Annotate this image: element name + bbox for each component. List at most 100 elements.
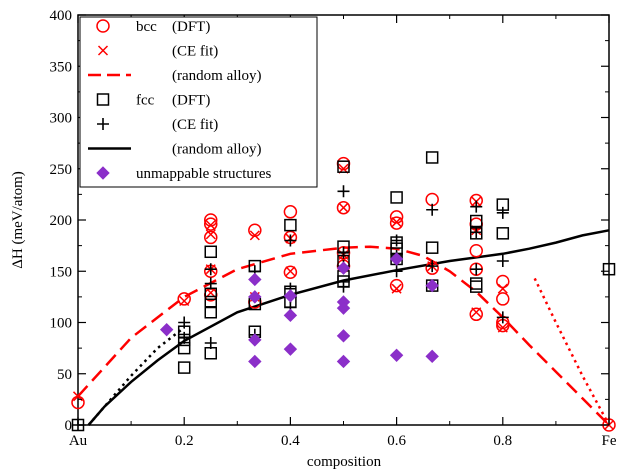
legend-marker-bcc_dft [96,19,110,33]
point-fcc_ce [204,337,217,349]
legend-label: (DFT) [172,93,210,109]
point-unmappable [389,348,404,363]
x-tick-label: 0.2 [175,433,194,449]
x-tick-label: 0.8 [493,433,512,449]
point-bcc_dft [177,292,191,306]
point-bcc_dft [496,274,510,289]
point-bcc_dft [283,205,298,219]
point-fcc_dft [204,295,217,309]
curve-fcc_random_dotted [87,326,185,426]
y-tick-label: 300 [50,111,73,127]
y-tick-label: 400 [50,8,73,24]
point-fcc_ce [204,263,217,276]
point-bcc_ce [391,283,402,294]
legend-prefix: bcc [136,19,157,35]
point-fcc_dft [425,151,439,164]
point-fcc_ce [204,277,217,290]
point-fcc_dft [337,160,350,173]
point-bcc_dft [389,216,404,230]
point-bcc_ce [205,220,216,231]
legend-label: (random alloy) [172,68,262,84]
point-fcc_ce [337,185,350,198]
point-unmappable [336,329,351,343]
point-unmappable [389,252,404,266]
point-fcc_ce [390,234,403,247]
legend-prefix: fcc [136,93,155,109]
point-bcc_dft [469,307,483,322]
legend-label: (CE fit) [172,117,218,133]
point-fcc_ce [426,203,439,216]
point-bcc_dft [469,244,483,258]
point-fcc_ce [337,246,350,259]
point-fcc_ce [178,316,191,329]
y-tick-label: 200 [50,213,73,229]
x-tick-label: 0.6 [387,433,406,449]
point-unmappable [248,333,262,347]
y-tick-label: 50 [57,367,72,383]
x-tick-label: Fe [602,433,617,449]
point-fcc_ce [470,263,483,276]
point-fcc_ce [470,226,483,239]
point-bcc_dft [204,230,218,245]
point-unmappable [336,301,351,315]
point-fcc_dft [177,361,191,374]
point-fcc_ce [470,200,483,213]
y-axis-label: ΔH (meV/atom) [10,171,26,269]
axis-ticks: 0 50 100 150 200 250 300 350 400 Au 0.2 0.4 0.6 0.8 Fe [50,8,617,449]
point-bcc_dft [389,278,404,293]
point-bcc_dft [204,217,218,231]
y-tick-label: 100 [50,316,73,332]
point-bcc_ce [249,230,260,241]
point-unmappable [336,354,351,369]
x-tick-label: 0.4 [281,433,300,449]
point-bcc_ce [391,217,402,228]
point-fcc_ce [284,234,297,247]
point-fcc_dft [390,191,403,204]
point-unmappable [425,278,439,293]
legend-label: unmappable structures [136,166,272,182]
point-unmappable [159,322,174,337]
point-fcc_dft [204,347,217,360]
legend-label: (CE fit) [172,44,218,60]
legend-box [79,16,318,188]
point-bcc_dft [496,292,510,306]
point-bcc_ce [179,295,190,307]
data-markers [71,151,616,432]
point-unmappable [283,342,298,356]
curve-bcc_random_dotted [533,277,611,426]
y-tick-label: 0 [65,418,73,434]
curve-fcc_random [87,229,610,426]
point-fcc_dft [496,227,510,240]
point-fcc_ce [337,280,350,293]
point-bcc_dft [425,192,439,207]
point-unmappable [283,289,298,303]
point-fcc_dft [470,214,483,228]
y-tick-label: 250 [50,162,73,178]
point-fcc_ce [390,265,403,278]
legend: bcc (DFT) (CE fit) (random alloy) fcc (DFT) (C… [79,16,318,188]
y-tick-label: 350 [50,59,73,75]
point-fcc_ce [496,311,509,324]
point-unmappable [248,354,262,369]
point-bcc_ce [471,307,482,318]
point-bcc_ce [497,283,508,294]
x-axis-label: composition [307,454,382,470]
point-fcc_ce [496,206,509,219]
legend-marker-unmappable [96,166,110,180]
point-unmappable [425,349,439,364]
point-bcc_ce [497,322,508,333]
x-tick-label: Au [69,433,88,449]
point-unmappable [248,290,262,304]
point-fcc_ce [496,255,509,267]
legend-marker-fcc_ce [97,118,109,130]
point-fcc_dft [602,262,616,276]
y-tick-label: 150 [50,264,73,280]
point-fcc_ce [178,331,191,344]
point-unmappable [283,308,298,323]
point-bcc_ce [205,229,216,240]
point-fcc_ce [426,260,439,273]
legend-marker-fcc_dft [96,93,110,106]
legend-label: (random alloy) [172,142,262,158]
legend-marker-bcc_ce [97,45,109,56]
